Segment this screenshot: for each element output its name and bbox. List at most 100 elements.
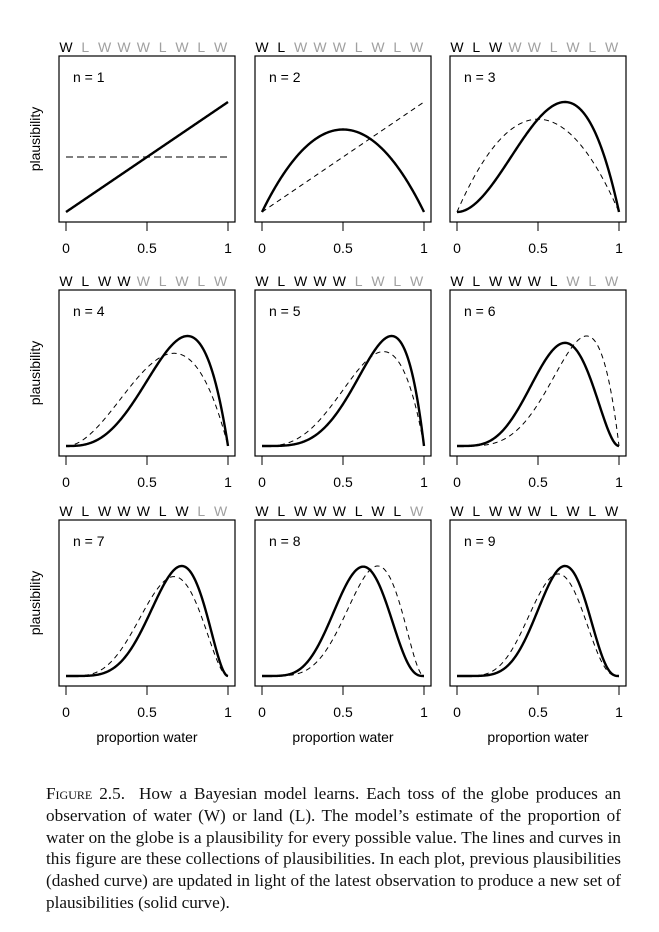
toss-letter: W [566,503,580,519]
toss-letter: W [566,39,580,55]
toss-letter: W [98,273,112,289]
toss-letter: W [333,39,347,55]
x-tick-label: 0.5 [528,704,548,720]
toss-letter: L [277,273,285,289]
toss-letter: L [81,39,89,55]
toss-letter: W [371,273,385,289]
toss-letter: W [98,503,112,519]
toss-letter: W [59,39,73,55]
x-tick-label: 1 [615,704,623,720]
toss-letter: W [175,39,189,55]
x-tick-label: 1 [224,240,232,256]
x-tick-label: 0 [258,474,266,490]
toss-letter: L [277,503,285,519]
x-axis: 0 0.5 1 [258,456,428,490]
posterior-curve-solid [456,100,621,214]
toss-letter: L [393,39,401,55]
posterior-curve-solid [456,341,620,448]
toss-letter: L [277,39,285,55]
prior-curve-dashed [261,101,425,213]
x-tick-label: 0.5 [528,240,548,256]
panel-label: n = 8 [269,533,301,549]
x-tick-label: 0 [453,474,461,490]
toss-letter: W [566,273,580,289]
y-axis-label: plausibility [27,571,43,636]
toss-letter: W [214,273,228,289]
x-axis: 0 0.5 1 [453,222,623,256]
posterior-curve-solid [260,128,426,213]
panel-label: n = 9 [464,533,496,549]
prior-curve-dashed [457,573,619,677]
toss-letter: W [313,39,327,55]
x-tick-label: 0 [258,240,266,256]
posterior-curve-solid [65,564,229,678]
x-tick-label: 0.5 [137,474,157,490]
x-tick-label: 0 [453,240,461,256]
toss-letter: W [59,503,73,519]
toss-letter: L [197,503,205,519]
posterior-curve-solid [65,101,229,213]
toss-letter: L [197,39,205,55]
x-tick-label: 0.5 [333,240,353,256]
toss-letter: L [81,273,89,289]
toss-letter: W [294,503,308,519]
toss-letter: W [313,273,327,289]
x-axis: 0 0.5 1 [453,456,623,490]
toss-letter: L [588,39,596,55]
toss-letter: W [137,273,151,289]
toss-letter: L [588,503,596,519]
toss-letter: W [605,39,619,55]
toss-letter: L [355,273,363,289]
toss-letter: W [294,39,308,55]
toss-letter: W [294,273,308,289]
toss-letter: L [159,503,167,519]
toss-letter: W [450,273,464,289]
prior-curve-dashed [66,576,229,677]
toss-letter: W [255,39,269,55]
x-tick-label: 0 [62,704,70,720]
toss-letter: W [371,503,385,519]
x-tick-label: 1 [420,704,428,720]
x-tick-label: 0.5 [333,704,353,720]
toss-letter: W [137,503,151,519]
toss-letter: W [117,503,131,519]
x-tick-label: 0.5 [333,474,353,490]
toss-letter: L [550,273,558,289]
x-tick-label: 0 [62,240,70,256]
toss-letter: W [410,503,424,519]
toss-letter: W [98,39,112,55]
toss-letter: W [508,503,522,519]
panel-label: n = 7 [73,533,105,549]
toss-letter: W [508,39,522,55]
toss-letter: L [393,503,401,519]
x-axis: 0 0.5 1 [62,222,232,256]
toss-letter: W [214,503,228,519]
panel-2: W L W W W L W L Wn = 20 0.5 1 [254,39,432,256]
x-axis-label: proportion water [292,729,394,745]
toss-letter: L [355,503,363,519]
x-tick-label: 1 [615,240,623,256]
toss-letter: W [450,39,464,55]
panel-label: n = 4 [73,303,105,319]
toss-letter: L [550,503,558,519]
posterior-curve-solid [261,565,425,678]
toss-letter: W [528,503,542,519]
posterior-curve-solid [261,334,426,448]
figure-caption: Figure 2.5. How a Bayesian model learns.… [46,783,621,914]
panel-label: n = 6 [464,303,496,319]
caption-text: How a Bayesian model learns. Each toss o… [46,784,621,912]
x-tick-label: 1 [224,474,232,490]
caption-figure-label: Figure 2.5. [46,784,125,803]
posterior-curve-solid [65,334,230,448]
toss-letter: W [117,273,131,289]
panel-label: n = 2 [269,69,301,85]
x-axis-label: proportion water [96,729,198,745]
toss-letter: W [528,39,542,55]
x-axis: 0 0.5 1 [62,686,232,720]
